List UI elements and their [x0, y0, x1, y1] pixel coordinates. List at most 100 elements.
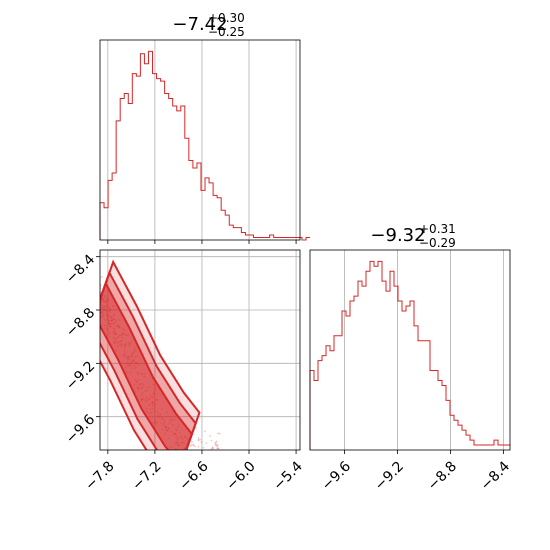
scatter-point	[184, 451, 186, 453]
scatter-point	[197, 445, 200, 448]
scatter-point	[200, 441, 203, 444]
histogram-y-tick-label: −9.6	[319, 458, 354, 493]
contour-x-tick-label: −5.4	[270, 458, 305, 493]
scatter-point	[197, 436, 200, 439]
scatter-point	[185, 450, 187, 452]
scatter-point	[184, 453, 186, 455]
scatter-point	[190, 455, 192, 457]
scatter-point	[208, 452, 210, 454]
scatter-point	[210, 451, 212, 453]
grid-x-hist	[107, 40, 297, 240]
histogram-x-title-sup: +0.30	[208, 11, 245, 25]
contour-x-tick-label: −6.0	[223, 458, 258, 493]
scatter-point	[197, 438, 200, 441]
scatter-point	[217, 447, 220, 450]
histogram-x-series	[99, 50, 311, 241]
scatter-point	[198, 456, 200, 458]
contour-y-tick-label: −8.4	[63, 252, 98, 287]
scatter-point	[174, 452, 176, 454]
scatter-point	[214, 443, 217, 446]
scatter-point	[199, 438, 202, 441]
scatter-point	[185, 454, 187, 456]
scatter-point	[192, 444, 195, 447]
scatter-point	[203, 453, 205, 455]
scatter-point	[221, 458, 223, 460]
scatter-point	[210, 448, 213, 450]
scatter-point	[203, 430, 206, 433]
contour-level	[100, 259, 201, 450]
contour-panel: −7.8 −7.2 −6.6 −6.0 −5.4 −8.4 −8.8 −9.2 −9.6	[63, 249, 306, 494]
histogram-y-frame	[309, 249, 511, 451]
scatter-point	[209, 451, 211, 453]
scatter-point	[214, 441, 217, 444]
contour-y-tick-label: −9.2	[63, 358, 98, 393]
scatter-point	[192, 461, 194, 463]
scatter-point	[218, 461, 220, 463]
histogram-y-title-value: −9.32	[370, 225, 425, 246]
scatter-point	[188, 458, 190, 460]
scatter-point	[167, 455, 169, 457]
histogram-y-title: −9.32	[370, 225, 425, 246]
scatter-point	[204, 452, 206, 454]
scatter-point	[210, 439, 213, 442]
histogram-y-title-sub: −0.29	[419, 236, 456, 250]
histogram-x-title-value: −7.42	[172, 14, 227, 35]
scatter-point	[101, 276, 103, 278]
scatter-point	[186, 464, 188, 466]
scatter-point	[195, 426, 198, 429]
grid-y-hist	[344, 250, 504, 450]
histogram-x-ticks	[107, 240, 297, 244]
scatter-point	[194, 445, 196, 448]
scatter-point	[191, 441, 193, 443]
contour-y-tick-label: −9.6	[63, 412, 98, 447]
scatter-point	[189, 444, 192, 447]
histogram-y-tick-label: −8.4	[478, 458, 513, 493]
histogram-x-frame	[99, 39, 301, 241]
histogram-x-title: −7.42	[172, 14, 227, 35]
scatter-point	[208, 452, 210, 454]
scatter-point	[201, 456, 203, 458]
contour-x-tick-label: −7.8	[82, 458, 117, 493]
scatter-point	[211, 447, 214, 450]
scatter-point	[183, 464, 185, 466]
scatter-point	[217, 463, 219, 465]
scatter-point	[206, 450, 208, 452]
scatter-point	[212, 447, 215, 450]
scatter-point	[217, 447, 220, 449]
scatter-point	[186, 451, 188, 453]
scatter-point	[216, 460, 218, 462]
scatter-point	[182, 451, 184, 453]
contour-x-ticks: −7.8 −7.2 −6.6 −6.0 −5.4	[82, 450, 306, 494]
contour-y-tick-label: −8.8	[63, 305, 98, 340]
scatter-point	[196, 454, 198, 456]
scatter-point	[216, 447, 218, 449]
contour-x-tick-label: −6.6	[176, 458, 211, 493]
histogram-panel-y: −9.6 −9.2 −8.8 −8.4 −9.32 +0.31 −0.29	[309, 222, 513, 494]
scatter-point	[214, 465, 216, 467]
contour-level	[100, 280, 194, 450]
scatter-point	[191, 458, 193, 460]
scatter-point	[218, 454, 220, 456]
scatter-point	[189, 457, 191, 459]
scatter-point	[202, 446, 205, 449]
histogram-y-tick-label: −8.8	[425, 458, 460, 493]
contour-x-tick-label: −7.2	[129, 458, 164, 493]
contour-y-ticks: −8.4 −8.8 −9.2 −9.6	[63, 252, 100, 447]
histogram-x-title-sub: −0.25	[208, 25, 245, 39]
scatter-point	[201, 456, 203, 458]
scatter-point	[188, 451, 190, 453]
histogram-y-series	[309, 260, 510, 450]
histogram-y-title-sup: +0.31	[419, 222, 456, 236]
scatter-point	[218, 432, 221, 435]
scatter-point	[211, 446, 214, 449]
histogram-y-tick-label: −9.2	[372, 458, 407, 493]
histogram-panel-x: −7.42 +0.30 −0.25	[99, 11, 311, 244]
histogram-y-ticks: −9.6 −9.2 −8.8 −8.4	[319, 450, 513, 494]
scatter-point	[185, 458, 187, 460]
scatter-point	[214, 442, 217, 444]
scatter-point	[175, 451, 177, 453]
scatter-point	[199, 452, 201, 454]
scatter-point	[190, 444, 193, 446]
scatter-point	[188, 460, 190, 462]
